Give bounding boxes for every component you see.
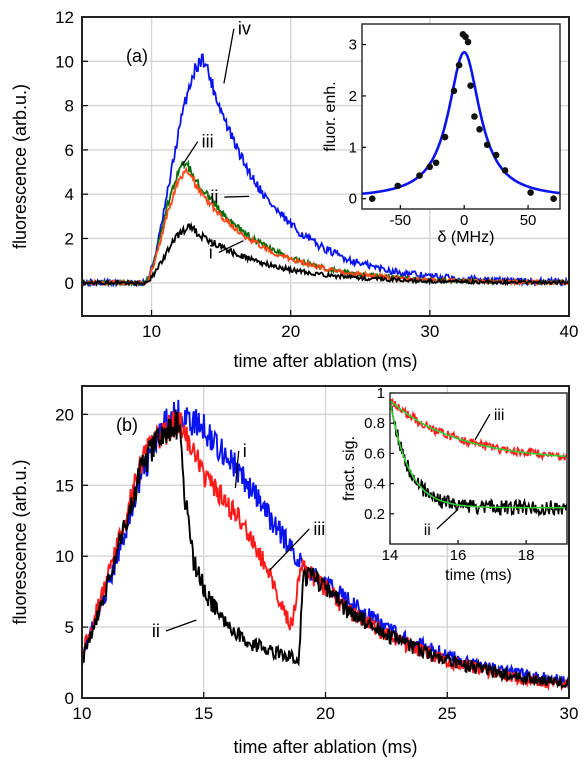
panel-a-ytick-label-5: 10: [55, 52, 74, 71]
panel-b-xtick-label-4: 30: [560, 704, 579, 723]
panel-b-inset-series-label-iii: iii: [494, 407, 505, 424]
panel-b-inset-fit-iii: [390, 399, 566, 458]
panel-a-series-ii: [82, 166, 569, 287]
panel-b-inset-xtick-label-0: 14: [382, 547, 399, 564]
panel-b-series-label-i: i: [243, 441, 247, 461]
panel-a-pointer-ii: [224, 195, 249, 198]
panel-b-inset-frame: [389, 392, 568, 545]
panel-a-ytick-label-2: 4: [65, 185, 74, 204]
panel-a-series-label-i: i: [209, 242, 213, 262]
panel-a-inset-point-18: [550, 195, 557, 203]
panel-a-inset-point-15: [492, 151, 500, 159]
panel-b-inset-ylabel: fract. sig.: [341, 436, 358, 501]
panel-b-inset-series-label-ii: ii: [424, 522, 431, 539]
panel-a-inset-point-10: [464, 38, 472, 46]
panel-a-inset-point-16: [501, 167, 509, 174]
panel-a-ylabel: fluorescence (arb.u.): [10, 84, 30, 249]
panel-a-inset-xtick-label-0: -50: [389, 212, 411, 229]
panel-b-xlabel: time after ablation (ms): [233, 737, 417, 757]
panel-a-xtick-label-1: 20: [281, 322, 300, 341]
panel-b-series-label-ii: ii: [152, 621, 160, 641]
panel-b-inset-fit-ii: [390, 400, 566, 509]
panel-b-series-ii: [82, 409, 569, 689]
panel-b-xtick-label-2: 20: [316, 704, 335, 723]
panel-a-xlabel: time after ablation (ms): [233, 351, 417, 371]
panel-b-pointer-i: [234, 450, 240, 489]
panel-b-xtick-label-3: 25: [438, 704, 457, 723]
panel-a-series-label-iii: iii: [202, 132, 214, 152]
panel-b-ytick-label-0: 0: [65, 689, 74, 708]
panel-b-ytick-label-2: 10: [55, 547, 74, 566]
panel-a-ytick-label-1: 2: [65, 229, 74, 248]
panel-a-pointer-iv: [223, 28, 235, 84]
panel-b-inset-ytick-label-3: 0.8: [364, 415, 385, 432]
panel-b-xtick-label-1: 15: [194, 704, 213, 723]
panel-b-inset-ytick-label-4: 1: [377, 385, 385, 402]
panel-a-inset-point-7: [455, 61, 463, 69]
panel-a-inset-point-13: [476, 126, 483, 133]
panel-a-xtick-label-0: 10: [142, 322, 161, 341]
panel-a-inset-point-17: [527, 189, 534, 196]
panel-a-inset-point-4: [432, 159, 440, 167]
panel-a-ytick-label-3: 6: [65, 141, 74, 160]
panel-b-series-label-iii: iii: [313, 519, 325, 539]
panel-b-ylabel: fluorescence (arb.u.): [10, 459, 30, 624]
panel-a-ytick-label-6: 12: [55, 8, 74, 27]
panel-b-pointer-iii: [269, 528, 310, 571]
panel-a-inset-xlabel: δ (MHz): [438, 229, 495, 246]
panel-b-inset-pointer-iii: [474, 413, 491, 441]
panel-a-inset-point-11: [467, 82, 474, 89]
panel-b-inset-xlabel: time (ms): [445, 567, 512, 584]
panel-b-inset-ytick-label-2: 0.6: [364, 445, 385, 462]
panel-b-pointer-ii: [165, 619, 197, 632]
panel-b-inset-xtick-label-2: 18: [518, 547, 535, 564]
panel-a-inset-point-3: [426, 163, 434, 171]
panel-a-inset-point-9: [462, 33, 469, 41]
panel-a-inset-point-14: [483, 141, 491, 149]
panel-b-inset-pointer-ii: [436, 508, 459, 530]
panel-b-inset-ytick-label-1: 0.4: [364, 476, 385, 493]
panel-a-ytick-label-4: 8: [65, 97, 74, 116]
panel-a-tag: (a): [126, 46, 148, 66]
panel-b-frame: [81, 385, 570, 699]
panel-a-inset-fit: [362, 50, 560, 195]
panel-a-inset-point-6: [450, 87, 458, 95]
panel-b-ytick-label-1: 5: [65, 618, 74, 637]
panel-a-xtick-label-2: 30: [420, 322, 439, 341]
panel-a-inset-point-2: [416, 172, 423, 179]
panel-a-inset-ytick-label-1: 1: [349, 139, 357, 156]
panel-a-xtick-label-3: 40: [560, 322, 579, 341]
panel-a-pointer-i: [218, 240, 244, 254]
panel-b-tag: (b): [116, 415, 138, 435]
panel-b-ytick-label-3: 15: [55, 476, 74, 495]
panel-b-inset-ytick-label-0: 0.2: [364, 506, 385, 523]
panel-a-inset-point-0: [368, 195, 376, 203]
panel-a-pointer-iii: [181, 141, 199, 166]
panel-a-series-i: [82, 221, 569, 287]
panel-b-ytick-label-4: 20: [55, 405, 74, 424]
panel-a-inset-plot-bg: [362, 24, 560, 209]
panel-a-inset: -50 0 50 0 1 2 3 δ (MHz) fluor. enh.: [322, 23, 561, 246]
panel-a-frame: [81, 16, 570, 317]
panel-a-inset-ytick-label-0: 0: [349, 191, 357, 208]
panel-a-inset-xtick-label-2: 50: [520, 212, 537, 229]
panel-a-inset-point-1: [394, 182, 402, 190]
panel-a-inset-xtick-label-1: 0: [460, 212, 468, 229]
panel-a-series-label-ii: ii: [210, 187, 218, 207]
panel-a-inset-point-12: [471, 113, 478, 120]
panel-b-inset-plot-bg: [390, 393, 567, 544]
panel-a-ytick-label-0: 0: [65, 274, 74, 293]
panel-a-inset-ytick-label-2: 2: [349, 88, 357, 105]
panel-b-xtick-label-0: 10: [73, 704, 92, 723]
panel-b-inset-xtick-label-1: 16: [450, 547, 467, 564]
panel-a-inset-point-5: [441, 133, 449, 141]
panel-a-inset-frame: [361, 23, 561, 210]
panel-a-inset-ytick-label-3: 3: [349, 37, 357, 54]
panel-a-series-label-iv: iv: [238, 19, 251, 39]
panel-a-inset-ylabel: fluor. enh.: [322, 81, 339, 151]
